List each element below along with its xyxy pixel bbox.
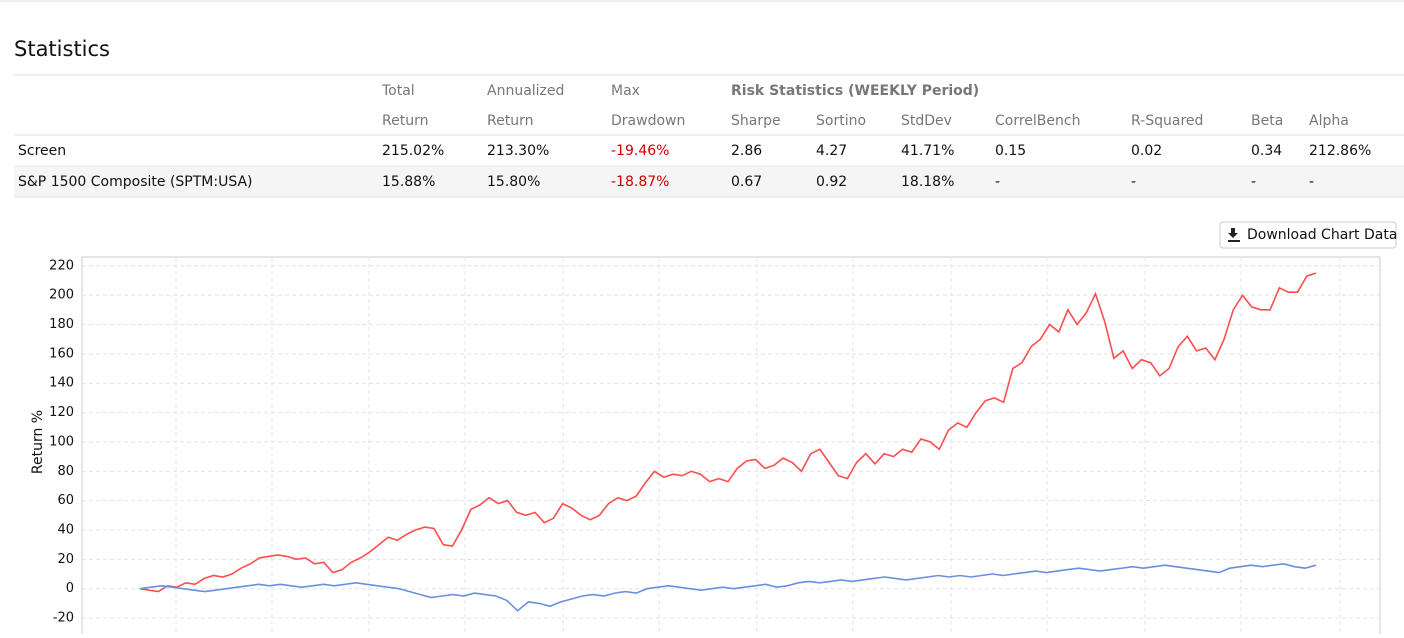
cell: Screen	[18, 143, 66, 159]
col-header: R-Squared	[1131, 113, 1203, 129]
cell: 0.34	[1251, 143, 1282, 159]
y-tick-label: 160	[49, 346, 74, 361]
y-tick-label: 20	[57, 552, 74, 567]
y-tick-label: 180	[49, 317, 74, 332]
cell: 41.71%	[901, 143, 954, 159]
cell: -	[1131, 174, 1136, 190]
cell: S&P 1500 Composite (SPTM:USA)	[18, 174, 253, 190]
y-axis-label: Return %	[30, 410, 46, 474]
cell: 2.86	[731, 143, 762, 159]
cell: 15.80%	[487, 174, 540, 190]
cell: 212.86%	[1309, 143, 1371, 159]
button-label[interactable]: Download Chart Data	[1247, 227, 1397, 243]
col-header: Beta	[1251, 113, 1283, 129]
col-header: Sharpe	[731, 113, 781, 129]
y-tick-label: 200	[49, 288, 74, 303]
col-header: Return	[382, 113, 428, 129]
y-tick-label: 40	[57, 522, 74, 537]
y-tick-label: 60	[57, 493, 74, 508]
y-tick-label: 80	[57, 464, 74, 479]
col-header: CorrelBench	[995, 113, 1080, 129]
col-header-top: Annualized	[487, 83, 564, 99]
y-tick-label: 120	[49, 405, 74, 420]
group-header: Risk Statistics (WEEKLY Period)	[731, 83, 979, 99]
download-button[interactable]	[1219, 221, 1397, 249]
cell: 15.88%	[382, 174, 435, 190]
row-bg	[14, 167, 1404, 197]
y-tick-label: -20	[53, 611, 74, 626]
y-tick-label: 220	[49, 258, 74, 273]
cell: 0.02	[1131, 143, 1162, 159]
cell: 0.92	[816, 174, 847, 190]
series-line	[139, 272, 1317, 593]
download-icon	[1228, 228, 1240, 242]
title: Statistics	[14, 37, 110, 61]
col-header: Sortino	[816, 113, 866, 129]
col-header: Drawdown	[611, 113, 685, 129]
cell: -19.46%	[611, 143, 669, 159]
col-header-top: Max	[611, 83, 640, 99]
y-tick-label: 140	[49, 376, 74, 391]
col-header: Return	[487, 113, 533, 129]
y-tick-label: 0	[66, 581, 74, 596]
cell: 4.27	[816, 143, 847, 159]
cell: 0.67	[731, 174, 762, 190]
cell: -	[1251, 174, 1256, 190]
row-lines	[14, 74, 1404, 198]
y-tick-label: 100	[49, 434, 74, 449]
x-grid	[175, 257, 1341, 634]
plot-border	[81, 256, 1381, 638]
col-header: StdDev	[901, 113, 952, 129]
cell: -	[1309, 174, 1314, 190]
cell: 213.30%	[487, 143, 549, 159]
cell: 0.15	[995, 143, 1026, 159]
cell: 215.02%	[382, 143, 444, 159]
cell: 18.18%	[901, 174, 954, 190]
col-header-top: Total	[381, 83, 415, 99]
cell: -	[995, 174, 1000, 190]
col-header: Alpha	[1309, 113, 1349, 129]
cell: -18.87%	[611, 174, 669, 190]
series-line	[139, 562, 1317, 612]
